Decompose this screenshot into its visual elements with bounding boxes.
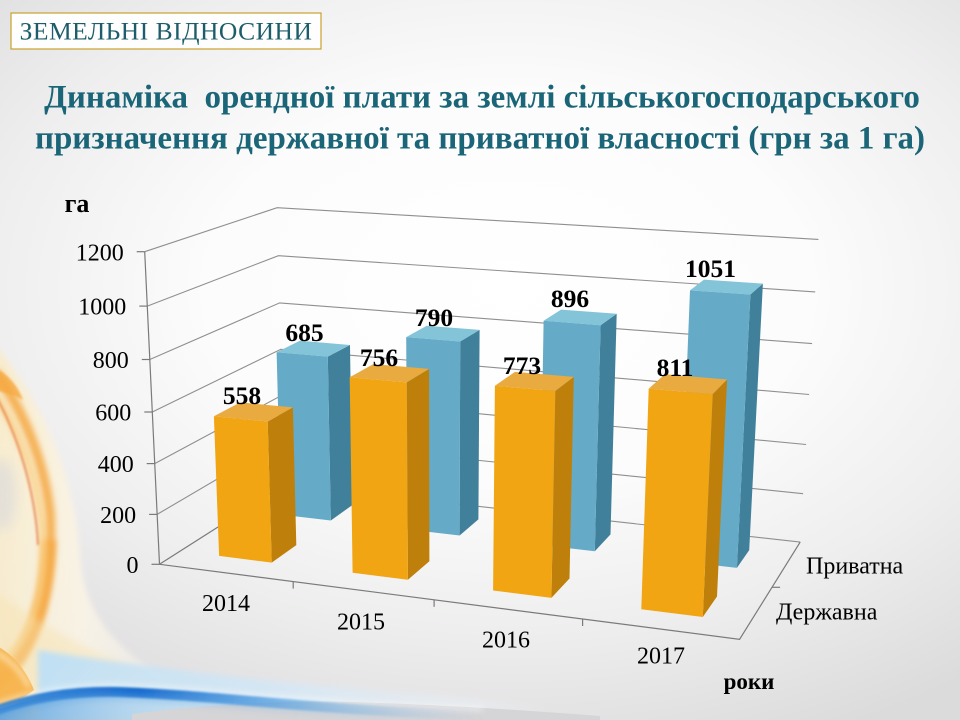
svg-text:685: 685 bbox=[285, 318, 323, 347]
svg-text:0: 0 bbox=[127, 553, 139, 579]
svg-text:2015: 2015 bbox=[337, 610, 385, 636]
svg-text:ЗЕМЕЛЬНІ ВІДНОСИНИ: ЗЕМЕЛЬНІ ВІДНОСИНИ bbox=[20, 17, 313, 46]
svg-text:811: 811 bbox=[657, 353, 694, 382]
svg-text:896: 896 bbox=[551, 284, 589, 313]
svg-text:756: 756 bbox=[360, 343, 398, 372]
svg-text:1200: 1200 bbox=[76, 240, 124, 266]
svg-text:400: 400 bbox=[98, 452, 134, 478]
svg-text:Динаміка орендної плати за зе: Динаміка орендної плати за землі сільськ… bbox=[44, 80, 920, 116]
svg-text:2014: 2014 bbox=[202, 591, 250, 617]
svg-text:1000: 1000 bbox=[78, 295, 126, 321]
svg-text:800: 800 bbox=[93, 348, 129, 374]
svg-text:Приватна: Приватна bbox=[806, 554, 904, 580]
svg-text:773: 773 bbox=[503, 351, 541, 380]
svg-text:600: 600 bbox=[95, 401, 131, 427]
svg-text:200: 200 bbox=[100, 503, 136, 529]
svg-text:призначення державної та прива: призначення державної та приватної власн… bbox=[35, 121, 925, 157]
svg-text:790: 790 bbox=[415, 303, 453, 332]
svg-text:га: га bbox=[65, 189, 90, 218]
svg-text:2016: 2016 bbox=[482, 628, 530, 654]
svg-text:Державна: Державна bbox=[776, 600, 878, 626]
svg-text:1051: 1051 bbox=[685, 254, 736, 283]
svg-text:2017: 2017 bbox=[637, 644, 685, 670]
svg-text:558: 558 bbox=[223, 381, 261, 410]
svg-text:роки: роки bbox=[724, 669, 775, 694]
